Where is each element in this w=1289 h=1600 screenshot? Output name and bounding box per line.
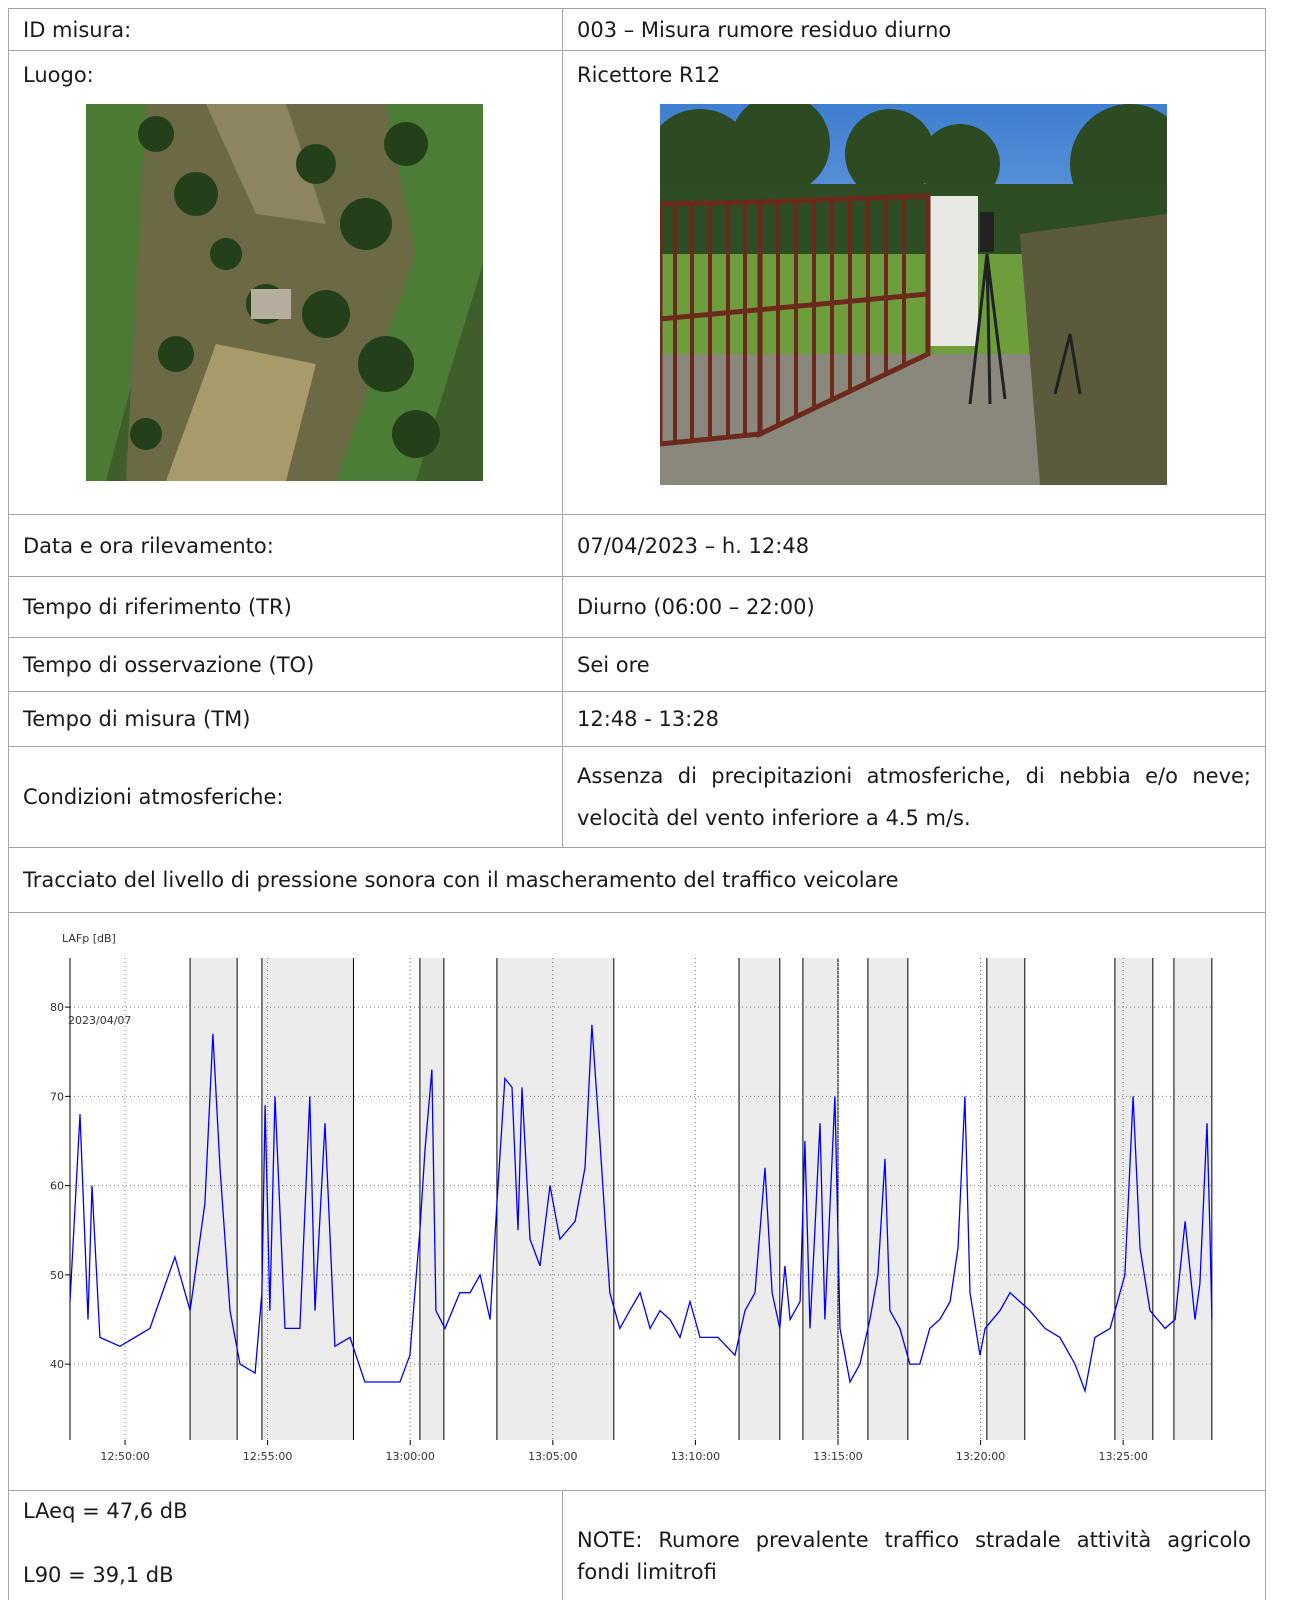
masked-interval bbox=[739, 958, 780, 1440]
masked-interval bbox=[262, 958, 354, 1440]
x-tick-label: 13:25:00 bbox=[1098, 1450, 1147, 1463]
masked-interval bbox=[1174, 958, 1212, 1440]
y-tick-label: 70 bbox=[50, 1090, 64, 1103]
x-tick-label: 13:10:00 bbox=[671, 1450, 720, 1463]
y-tick-label: 50 bbox=[50, 1269, 64, 1282]
masked-interval bbox=[868, 958, 908, 1440]
data-line bbox=[70, 1025, 1212, 1391]
x-tick-label: 13:15:00 bbox=[813, 1450, 862, 1463]
masked-interval bbox=[497, 958, 614, 1440]
y-tick-label: 40 bbox=[50, 1358, 64, 1371]
y-tick-label: 80 bbox=[50, 1001, 64, 1014]
page: ID misura: 003 – Misura rumore residuo d… bbox=[0, 0, 1289, 1600]
x-tick-label: 12:50:00 bbox=[100, 1450, 149, 1463]
masked-interval bbox=[803, 958, 838, 1440]
x-tick-label: 12:55:00 bbox=[243, 1450, 292, 1463]
y-axis-label: LAFp [dB] bbox=[62, 932, 116, 945]
x-tick-label: 13:20:00 bbox=[956, 1450, 1005, 1463]
x-tick-label: 13:05:00 bbox=[528, 1450, 577, 1463]
y-tick-label: 60 bbox=[50, 1180, 64, 1193]
masked-interval bbox=[987, 958, 1025, 1440]
masked-interval bbox=[1115, 958, 1153, 1440]
masked-interval bbox=[420, 958, 444, 1440]
chart: LAFp [dB] 40 50 60 70 80 12:50:00 12:55:00 13:0… bbox=[0, 0, 1289, 1600]
x-tick-label: 13:00:00 bbox=[386, 1450, 435, 1463]
annotation: 2023/04/07 bbox=[68, 1014, 131, 1027]
masked-interval bbox=[190, 958, 237, 1440]
